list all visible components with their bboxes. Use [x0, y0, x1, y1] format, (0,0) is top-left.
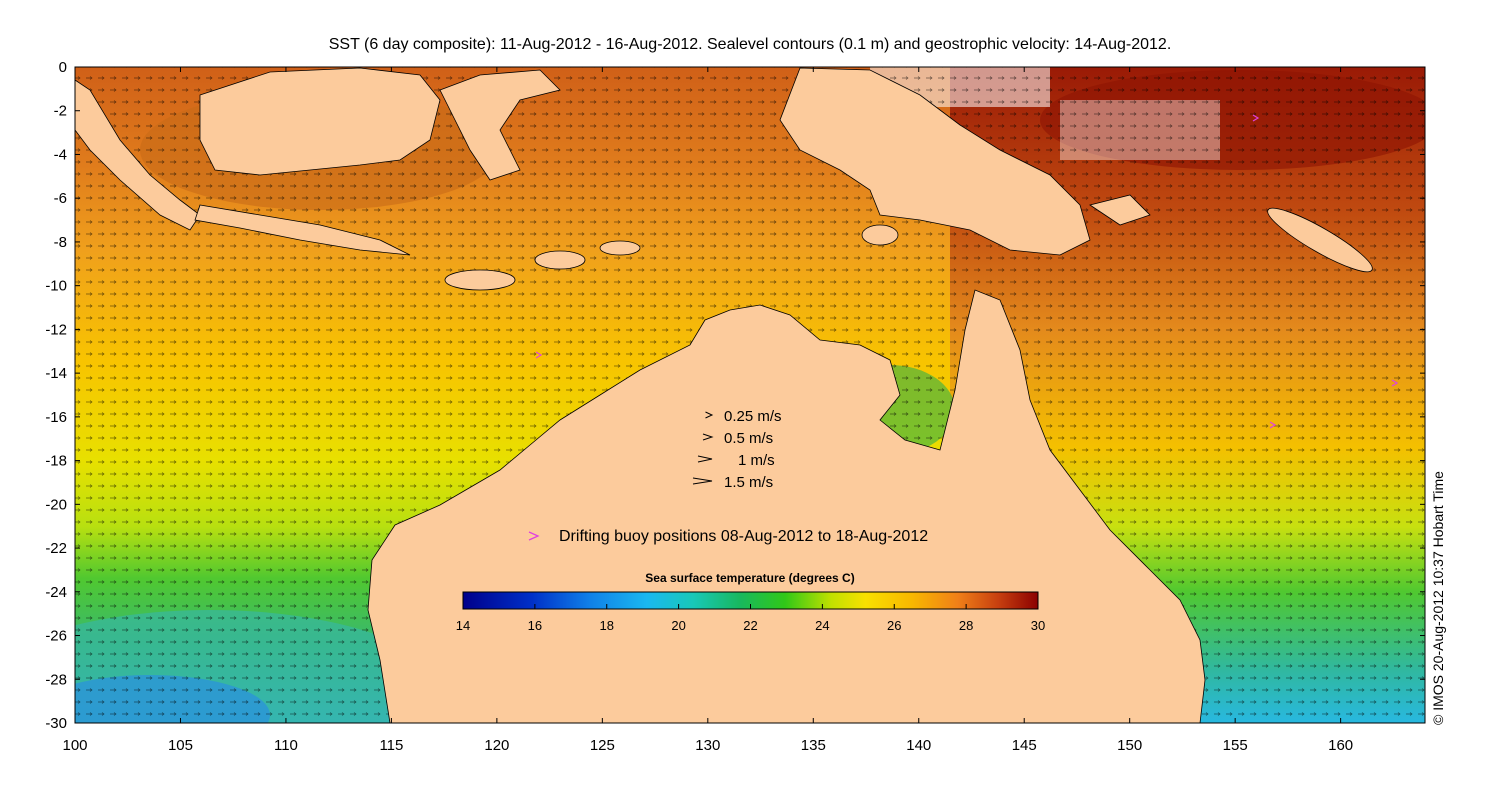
velocity-arrow — [702, 433, 714, 441]
x-tick-label: 130 — [695, 737, 720, 754]
velocity-label: 1.5 m/s — [724, 474, 773, 491]
y-tick-label: -2 — [54, 103, 67, 120]
y-tick-label: -4 — [54, 146, 67, 163]
colorbar-tick-label: 18 — [600, 618, 614, 633]
y-tick-label: -18 — [45, 453, 67, 470]
y-tick-label: -8 — [54, 234, 67, 251]
x-tick-label: 150 — [1117, 737, 1142, 754]
velocity-arrow — [705, 411, 714, 419]
y-tick-label: -16 — [45, 409, 67, 426]
y-tick-label: -6 — [54, 190, 67, 207]
x-tick-label: 160 — [1328, 737, 1353, 754]
y-tick-label: -26 — [45, 628, 67, 645]
x-tick-label: 120 — [484, 737, 509, 754]
x-tick-label: 140 — [906, 737, 931, 754]
x-tick-label: 110 — [274, 737, 298, 754]
buoy-legend: Drifting buoy positions 08-Aug-2012 to 1… — [528, 528, 928, 545]
sst-field — [75, 67, 1425, 723]
y-tick-label: -10 — [45, 278, 67, 295]
x-tick-label: 100 — [62, 737, 87, 754]
colorbar-tick-label: 30 — [1031, 618, 1045, 633]
buoy-legend-label: Drifting buoy positions 08-Aug-2012 to 1… — [559, 528, 928, 545]
y-tick-label: -24 — [45, 584, 67, 601]
velocity-arrow — [697, 455, 713, 463]
y-tick-label: -22 — [45, 540, 67, 557]
y-tick-label: -30 — [45, 715, 67, 732]
buoy-markers — [535, 114, 1399, 429]
colorbar-tick-label: 26 — [887, 618, 901, 633]
y-tick-label: -20 — [45, 496, 67, 513]
x-tick-label: 105 — [168, 737, 193, 754]
chart-title: SST (6 day composite): 11-Aug-2012 - 16-… — [328, 36, 1172, 53]
x-tick-label: 115 — [379, 737, 403, 754]
x-tick-label: 145 — [1012, 737, 1037, 754]
colorbar-ticks: 14 16 18 20 22 24 26 28 30 — [456, 604, 1045, 633]
y-tick-label: 0 — [59, 59, 67, 76]
y-axis: 0 -2 -4 -6 -8 -10 -12 -14 -16 -18 -20 -22 -24 -26 -28 -… — [45, 59, 1425, 732]
velocity-label: 0.5 m/s — [724, 430, 773, 447]
land-masses — [75, 67, 1373, 723]
x-tick-label: 155 — [1223, 737, 1248, 754]
colorbar: Sea surface temperature (degrees C) 14 16… — [456, 571, 1045, 633]
x-tick-label: 135 — [801, 737, 826, 754]
colorbar-tick-label: 24 — [815, 618, 829, 633]
velocity-label: 1 m/s — [738, 452, 775, 469]
colorbar-tick-label: 28 — [959, 618, 973, 633]
colorbar-tick-label: 16 — [528, 618, 542, 633]
y-tick-label: -14 — [45, 365, 67, 382]
y-tick-label: -12 — [45, 321, 67, 338]
credit-text: © IMOS 20-Aug-2012 10:37 Hobart Time — [1430, 471, 1446, 725]
velocity-legend: 0.25 m/s 0.5 m/s 1 m/s 1.5 m/s — [692, 408, 782, 491]
colorbar-title: Sea surface temperature (degrees C) — [645, 571, 854, 585]
x-tick-label: 125 — [590, 737, 615, 754]
colorbar-tick-label: 14 — [456, 618, 470, 633]
colorbar-tick-label: 22 — [743, 618, 757, 633]
colorbar-tick-label: 20 — [671, 618, 685, 633]
velocity-arrow — [692, 477, 713, 485]
x-axis: 100 105 110 115 120 125 130 135 140 145 150 155 160 — [62, 67, 1353, 754]
velocity-label: 0.25 m/s — [724, 408, 782, 425]
y-tick-label: -28 — [45, 671, 67, 688]
buoy-legend-marker — [528, 531, 540, 541]
plot-frame — [74, 66, 1426, 724]
